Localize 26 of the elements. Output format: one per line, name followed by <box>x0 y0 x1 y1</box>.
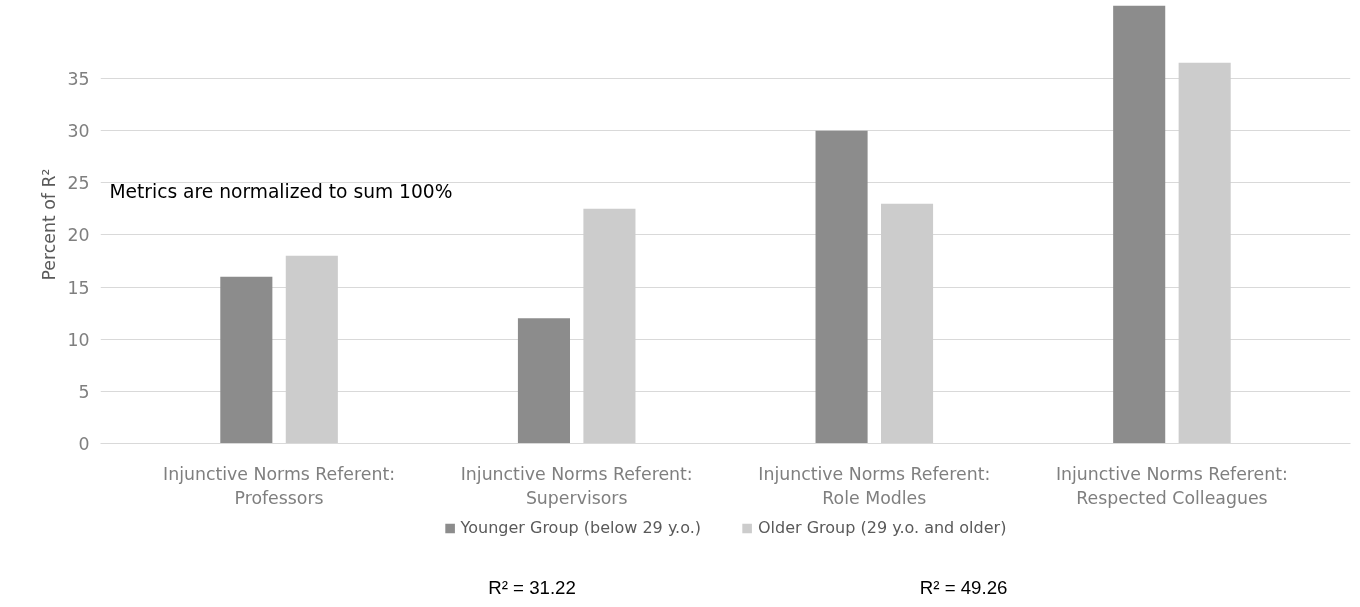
legend-label: Younger Group (below 29 y.o.) <box>460 518 701 537</box>
y-tick-label: 35 <box>67 69 90 89</box>
bar <box>881 203 934 444</box>
y-tick-label: 0 <box>78 434 90 454</box>
y-tick-label: 30 <box>67 121 90 142</box>
bar <box>220 276 273 444</box>
annotation: Metrics are normalized to sum 100% <box>109 180 453 202</box>
bar <box>1113 5 1166 444</box>
y-axis-title: Percent of R² <box>39 168 60 281</box>
y-tick-label: 15 <box>67 277 90 298</box>
x-tick-label: Injunctive Norms Referent: Role Modles <box>758 463 991 508</box>
text: R² = 31.22 <box>488 576 576 598</box>
bar <box>517 318 570 444</box>
text: R² = 49.26 <box>919 576 1008 598</box>
legend-label: Older Group (29 y.o. and older) <box>758 518 1007 537</box>
y-tick-label: 25 <box>67 173 90 194</box>
y-tick-label: 20 <box>67 225 90 246</box>
x-tick-label: Injunctive Norms Referent: Professors <box>163 463 396 508</box>
bar <box>583 208 636 444</box>
bar <box>285 255 338 444</box>
bar <box>815 130 868 444</box>
x-tick-label: Injunctive Norms Referent: Supervisors <box>460 463 693 508</box>
bar <box>1178 62 1231 444</box>
y-tick-label: 5 <box>78 381 90 402</box>
x-tick-label: Injunctive Norms Referent: Respected Colleagues <box>1055 463 1288 508</box>
y-tick-label: 10 <box>67 329 90 350</box>
